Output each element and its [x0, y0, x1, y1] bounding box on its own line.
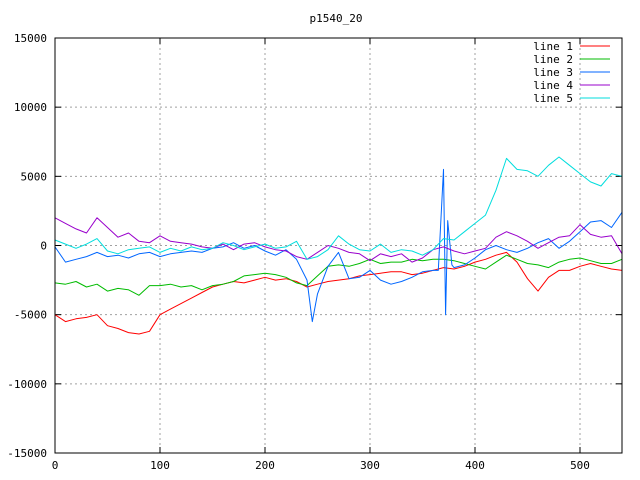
y-tick-label: -15000 — [7, 447, 47, 460]
y-tick-label: 15000 — [14, 32, 47, 45]
x-tick-label: 400 — [465, 459, 485, 472]
x-tick-label: 0 — [52, 459, 59, 472]
series-line-5 — [54, 156, 623, 260]
y-tick-label: 10000 — [14, 101, 47, 114]
x-tick-label: 100 — [150, 459, 170, 472]
series-line-3 — [54, 168, 623, 323]
legend-label-2: line 2 — [533, 53, 573, 66]
y-tick-label: -5000 — [14, 309, 47, 322]
plot-frame — [54, 37, 623, 454]
y-tick-label: 0 — [40, 240, 47, 253]
series-line-2 — [54, 254, 623, 296]
axis-layer: 0 100 200 300 400 500 -15000 -10000 -5000 0 5000 10… — [7, 32, 622, 472]
legend-label-5: line 5 — [533, 92, 573, 105]
series-line-4 — [54, 217, 623, 263]
legend-label-4: line 4 — [533, 79, 573, 92]
chart-title: p1540_20 — [310, 12, 363, 25]
series-layer — [54, 156, 623, 335]
grid-layer — [55, 38, 622, 453]
legend-label-3: line 3 — [533, 66, 573, 79]
x-tick-label: 200 — [255, 459, 275, 472]
legend-label-1: line 1 — [533, 40, 573, 53]
x-tick-label: 300 — [360, 459, 380, 472]
y-tick-label: 5000 — [21, 170, 48, 183]
x-tick-label: 500 — [570, 459, 590, 472]
y-tick-label: -10000 — [7, 378, 47, 391]
series-line-1 — [54, 251, 623, 335]
